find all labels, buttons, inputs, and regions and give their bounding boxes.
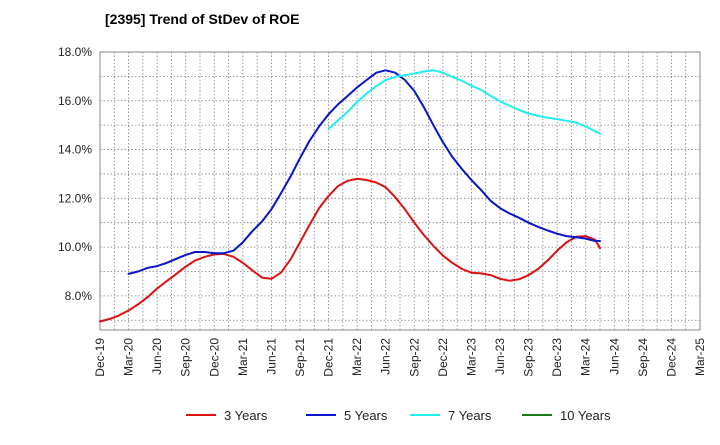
x-tick-label: Sep-20 [179,338,193,377]
x-axis: Dec-19 Mar-20 Jun-20 Sep-20 Dec-20 Mar-21 Jun-… [93,338,707,377]
x-tick-label: Dec-23 [550,338,564,377]
x-tick-label: Mar-21 [236,338,250,376]
y-tick-label: 10.0% [58,240,92,254]
x-tick-label: Dec-20 [207,338,221,377]
x-tick-label: Sep-22 [407,338,421,377]
x-tick-label: Mar-25 [693,338,707,376]
x-tick-label: Jun-24 [607,338,621,375]
x-tick-label: Dec-19 [93,338,107,377]
x-tick-label: Jun-21 [264,338,278,375]
x-tick-label: Sep-24 [636,338,650,377]
series-line-3-years [99,177,601,323]
plot-area [99,51,701,331]
x-tick-label: Mar-24 [579,338,593,376]
legend: 3 Years 5 Years 7 Years 10 Years [186,408,611,423]
y-tick-label: 12.0% [58,191,92,205]
x-tick-label: Mar-22 [350,338,364,376]
x-tick-label: Jun-20 [150,338,164,375]
series-line-7-years [327,69,601,135]
x-tick-label: Jun-22 [379,338,393,375]
series-line-5-years [127,69,601,275]
x-tick-label: Jun-23 [493,338,507,375]
x-tick-label: Sep-23 [522,338,536,377]
legend-label: 5 Years [344,408,388,423]
chart-title: [2395] Trend of StDev of ROE [105,11,299,27]
legend-label: 3 Years [224,408,268,423]
y-axis: 8.0% 10.0% 12.0% 14.0% 16.0% 18.0% [58,45,92,303]
grid [100,51,700,330]
legend-label: 7 Years [448,408,492,423]
series-lines [99,69,601,323]
x-tick-label: Mar-20 [122,338,136,376]
y-tick-label: 16.0% [58,94,92,108]
y-tick-label: 8.0% [65,289,93,303]
legend-label: 10 Years [560,408,611,423]
y-tick-label: 18.0% [58,45,92,59]
x-tick-label: Dec-22 [436,338,450,377]
x-tick-label: Sep-21 [293,338,307,377]
y-tick-label: 14.0% [58,143,92,157]
x-tick-label: Dec-24 [664,338,678,377]
x-tick-label: Dec-21 [322,338,336,377]
x-tick-label: Mar-23 [464,338,478,376]
